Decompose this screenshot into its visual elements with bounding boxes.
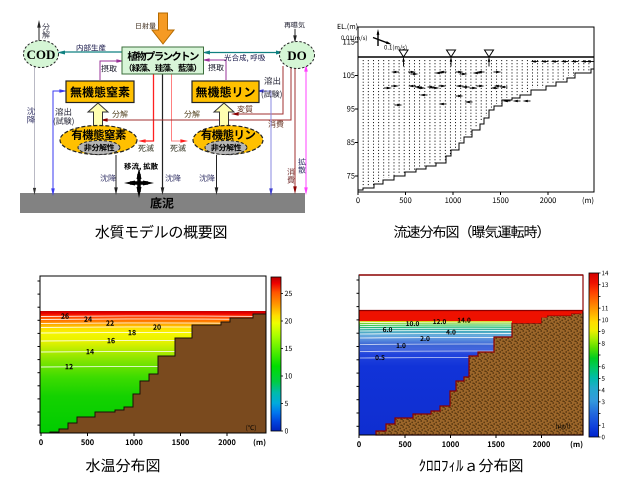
svg-text:COD: COD: [27, 47, 56, 62]
svg-text:DO: DO: [287, 48, 307, 63]
